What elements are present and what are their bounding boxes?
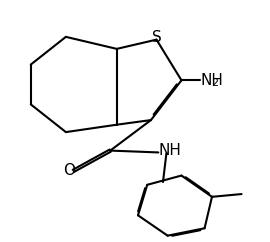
Text: O: O xyxy=(63,163,75,178)
Text: NH: NH xyxy=(200,73,223,88)
Text: S: S xyxy=(152,30,162,45)
Text: NH: NH xyxy=(159,143,181,158)
Text: 2: 2 xyxy=(211,78,218,88)
